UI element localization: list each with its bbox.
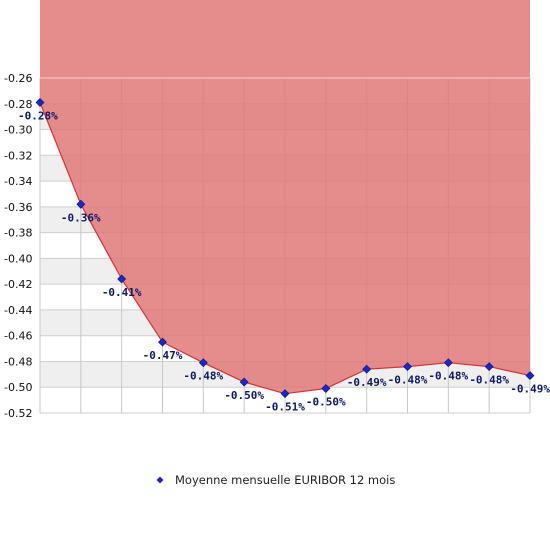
data-label: -0.50% [224,389,264,402]
y-tick-label: -0.38 [4,227,32,240]
legend[interactable]: Moyenne mensuelle EURIBOR 12 mois [156,473,396,487]
data-label: -0.47% [143,349,183,362]
y-tick-label: -0.30 [4,124,32,137]
data-label: -0.49% [510,383,550,396]
data-point-marker[interactable] [403,362,412,372]
area-fill-layer [40,0,530,394]
y-tick-label: -0.28 [4,98,32,111]
y-tick-label: -0.50 [4,381,32,394]
data-point-marker[interactable] [280,389,290,399]
data-label: -0.48% [428,370,468,383]
y-tick-label: -0.44 [4,304,32,317]
y-tick-label: -0.42 [4,278,32,291]
data-point-marker[interactable] [484,362,494,372]
y-tick-label: -0.52 [4,407,32,420]
data-label: -0.36% [61,211,101,224]
y-tick-label: -0.34 [4,175,32,188]
data-label: -0.50% [306,396,346,409]
data-label: -0.51% [265,401,305,414]
data-point-marker[interactable] [443,358,453,368]
y-axis-tick-labels: -0.26 -0.28 -0.30 -0.32 -0.34 -0.36 -0.38 -0.40… [4,72,32,420]
y-tick-label: -0.26 [4,72,32,85]
data-label: -0.48% [388,374,428,387]
data-label: -0.28% [18,110,58,123]
data-label: -0.49% [347,376,387,389]
y-tick-label: -0.36 [4,201,32,214]
y-tick-label: -0.40 [4,252,32,265]
data-point-marker[interactable] [35,98,45,107]
y-tick-label: -0.32 [4,149,32,162]
y-tick-label: -0.48 [4,356,32,369]
data-label: -0.48% [469,374,509,387]
data-markers [35,98,535,399]
data-point-marker[interactable] [76,199,86,209]
data-point-marker[interactable] [362,364,372,374]
data-labels: -0.28%-0.36%-0.41%-0.47%-0.48%-0.50%-0.5… [18,110,550,414]
data-label: -0.41% [102,286,142,299]
data-point-marker[interactable] [321,384,331,393]
legend-marker-icon [156,476,164,484]
data-point-marker[interactable] [525,371,535,381]
area-fill [40,0,530,394]
data-label: -0.48% [183,370,223,383]
data-point-marker[interactable] [198,358,208,368]
data-point-marker[interactable] [158,337,167,347]
legend-label: Moyenne mensuelle EURIBOR 12 mois [175,473,395,487]
data-point-marker[interactable] [117,274,127,284]
y-tick-label: -0.46 [4,330,32,343]
data-point-marker[interactable] [239,377,249,387]
